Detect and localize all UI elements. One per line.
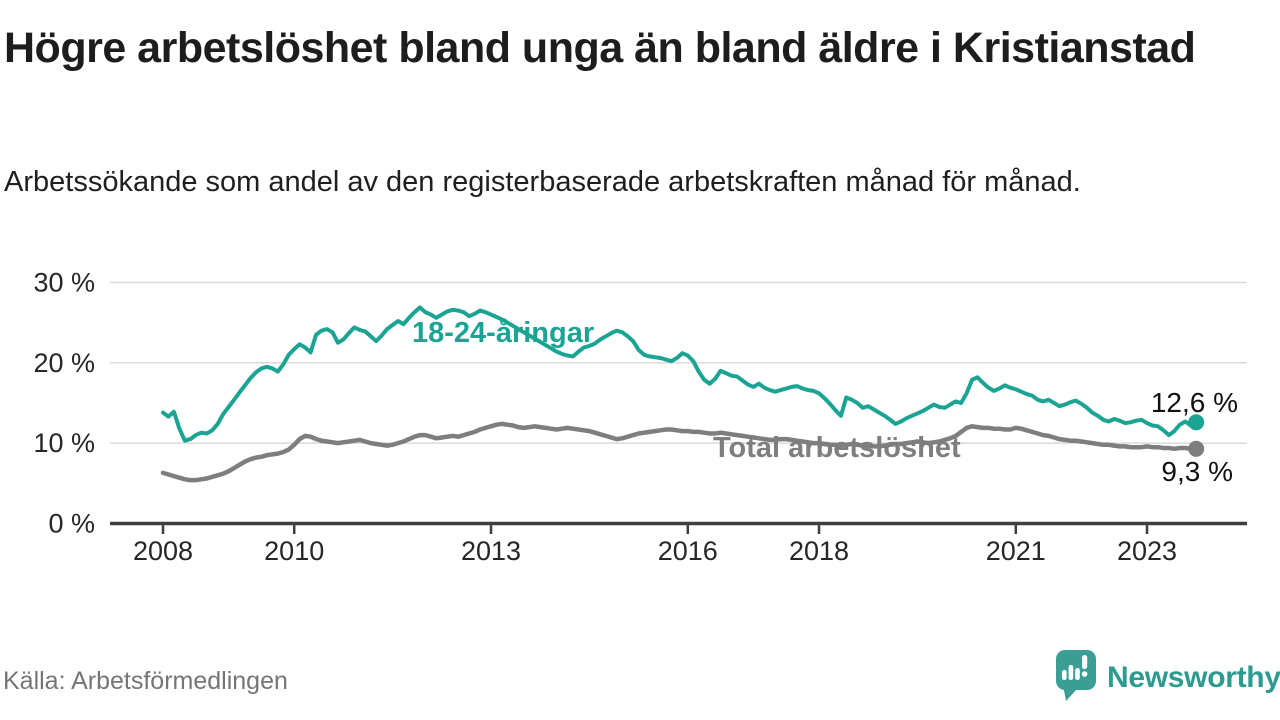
- y-tick-label: 30 %: [33, 267, 95, 297]
- page-subtitle: Arbetssökande som andel av den registerb…: [4, 166, 1081, 198]
- series-line: [161, 305, 1199, 443]
- newsworthy-speech-bubble-chart-icon: [1056, 650, 1096, 701]
- series-line: [160, 421, 1199, 483]
- page-title: Högre arbetslöshet bland unga än bland ä…: [4, 24, 1196, 72]
- x-axis: 2008 2010 2013 2016 2018 2021 2023: [110, 521, 1247, 566]
- series-end-dot: [1188, 414, 1205, 431]
- end-value-label-young: 12,6 %: [1151, 387, 1238, 418]
- y-tick-label: 0 %: [48, 509, 95, 539]
- x-tick-label: 2023: [1117, 536, 1177, 566]
- x-tick-label: 2008: [133, 536, 193, 566]
- x-tick-label: 2021: [986, 536, 1046, 566]
- y-axis-labels: 30 % 20 % 10 % 0 %: [33, 267, 95, 538]
- end-value-label-total: 9,3 %: [1161, 456, 1233, 487]
- newsworthy-logo: Newsworthy: [1054, 648, 1280, 706]
- y-tick-label: 10 %: [33, 428, 95, 458]
- x-tick-label: 2018: [789, 536, 849, 566]
- newsworthy-wordmark: Newsworthy: [1107, 661, 1280, 694]
- series-label-total: Total arbetslöshet: [713, 432, 961, 464]
- series-end-dot: [1188, 440, 1205, 457]
- x-tick-label: 2013: [461, 536, 521, 566]
- x-tick-label: 2010: [264, 536, 324, 566]
- source-note: Källa: Arbetsförmedlingen: [3, 667, 288, 695]
- series-lines: [160, 305, 1205, 483]
- gridlines: [110, 281, 1247, 444]
- y-tick-label: 20 %: [33, 348, 95, 378]
- series-label-young: 18-24-åringar: [412, 317, 594, 349]
- x-tick-label: 2016: [658, 536, 718, 566]
